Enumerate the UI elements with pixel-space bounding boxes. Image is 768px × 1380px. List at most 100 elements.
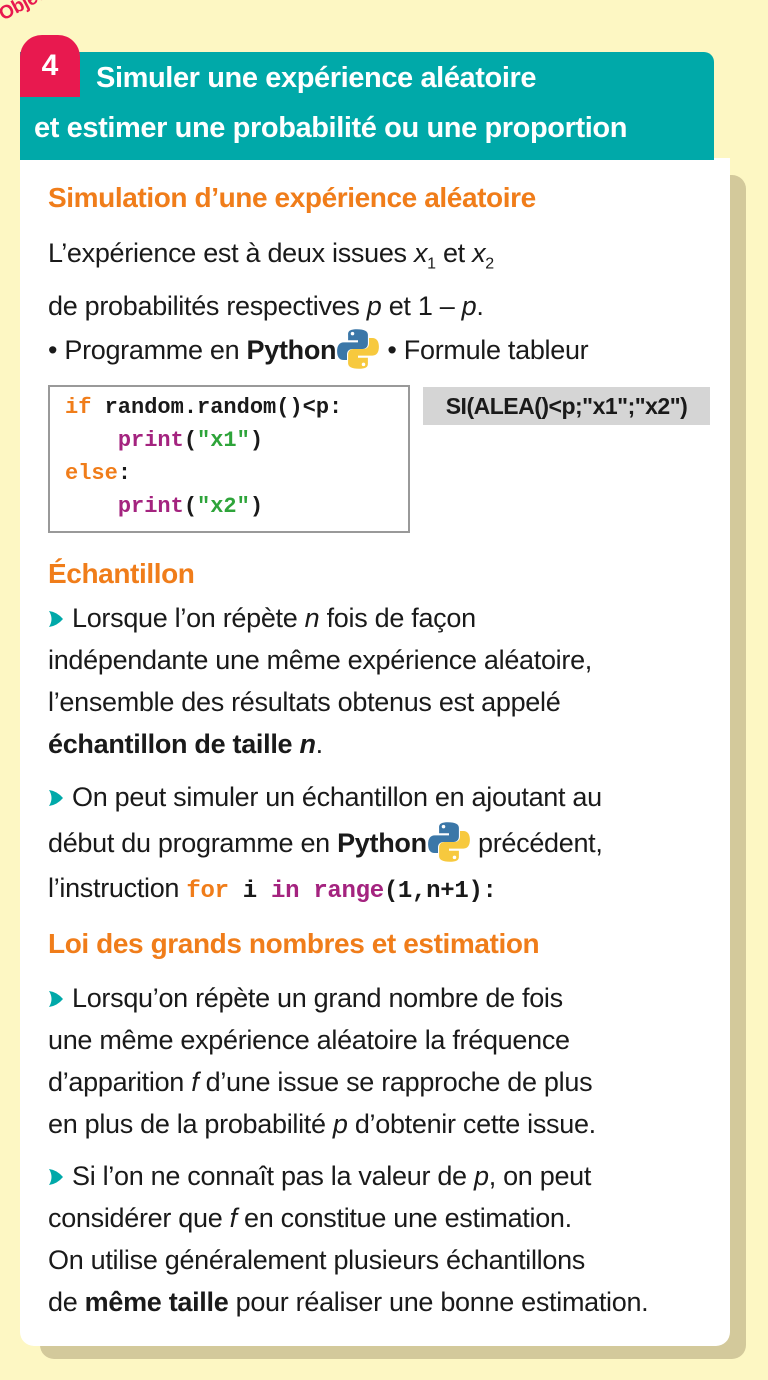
section-heading-echantillon: Échantillon — [48, 558, 195, 589]
text-segment: échantillon de taille — [48, 729, 300, 759]
code-line: if random.random()<p: — [65, 395, 342, 420]
section-heading-loi: Loi des grands nombres et estimation — [48, 928, 540, 959]
text-segment: "x2" — [197, 494, 250, 519]
loi-para-2: Si l’on ne connaît pas la valeur de p, o… — [48, 1155, 728, 1323]
text-line: échantillon de taille n. — [48, 723, 728, 765]
text-segment: x — [413, 238, 428, 268]
text-segment: x — [472, 238, 486, 268]
text-segment: de — [48, 1287, 85, 1317]
text-segment: en constitue une estimation. — [236, 1203, 572, 1233]
text-segment: pour réaliser une bonne estimation. — [228, 1287, 649, 1317]
text-segment: d’une issue se rapproche de plus — [198, 1067, 593, 1097]
echantillon-para-1: Lorsque l’on répète n fois de façon indép… — [48, 597, 728, 765]
text-line: On utilise généralement plusieurs échant… — [48, 1239, 728, 1281]
python-logo-icon — [336, 327, 380, 371]
text-segment: n — [299, 729, 316, 759]
text-segment: random.random()<p: — [91, 395, 343, 420]
text-segment: considérer que — [48, 1203, 230, 1233]
text-segment: Lorsqu’on répète un grand nombre de fois — [72, 983, 563, 1013]
text-segment: n — [304, 603, 320, 633]
text-segment: l’instruction — [48, 873, 187, 903]
text-line: l’instruction for i in range(1,n+1): — [48, 866, 728, 914]
title-line-2: et estimer une probabilité ou une propor… — [34, 112, 628, 144]
code-line: print("x2") — [65, 494, 263, 519]
text-segment: Python — [246, 335, 337, 366]
python-code-block: if random.random()<p: print("x1") else: … — [48, 385, 410, 533]
title-line-1: Simuler une expérience aléatoire — [96, 62, 537, 94]
text-segment: 2 — [485, 255, 494, 273]
bullet-arrow-icon — [48, 978, 64, 1007]
text-segment: p — [366, 291, 382, 322]
inline-code — [299, 878, 313, 905]
text-segment: f — [229, 1203, 238, 1233]
text-line: considérer que f en constitue une estima… — [48, 1197, 728, 1239]
text-segment: ) — [249, 494, 264, 519]
text-segment: l’ensemble des résultats obtenus est app… — [48, 687, 561, 717]
bullet-arrow-icon — [48, 1156, 64, 1185]
text-segment: ) — [249, 428, 264, 453]
text-segment: Si l’on ne connaît pas la valeur de — [72, 1161, 474, 1191]
text-segment: précédent, — [470, 828, 603, 858]
text-line: de même taille pour réaliser une bonne e… — [48, 1281, 728, 1323]
text-segment: • Formule tableur — [380, 335, 589, 366]
text-segment: . — [476, 291, 484, 322]
text-segment: if — [65, 395, 92, 420]
text-segment: Python — [337, 828, 427, 858]
text-segment: p — [461, 291, 477, 322]
text-segment: ( — [183, 428, 198, 453]
text-line: en plus de la probabilité p d’obtenir ce… — [48, 1103, 728, 1145]
text-line: Si l’on ne connaît pas la valeur de p, o… — [48, 1155, 728, 1197]
text-segment: ( — [183, 494, 198, 519]
text-line: début du programme en Python précédent, — [48, 820, 728, 866]
inline-code: for — [186, 878, 229, 905]
text-segment: fois de façon — [319, 603, 477, 633]
text-segment: print — [117, 428, 184, 453]
text-line: indépendante une même expérience aléatoi… — [48, 639, 728, 681]
text-segment: et — [435, 238, 473, 268]
text-segment: 1 — [427, 255, 436, 273]
objective-label: Objectif — [0, 0, 65, 26]
inline-code: range — [313, 878, 384, 905]
text-line: l’ensemble des résultats obtenus est app… — [48, 681, 728, 723]
text-segment: : — [117, 461, 132, 486]
text-segment: , on peut — [488, 1161, 592, 1191]
text-segment — [65, 428, 118, 453]
text-line: Lorsqu’on répète un grand nombre de fois — [48, 977, 728, 1019]
text-segment: d’apparition — [48, 1067, 192, 1097]
loi-para-1: Lorsqu’on répète un grand nombre de fois… — [48, 977, 728, 1145]
text-segment: début du programme en — [48, 828, 338, 858]
text-segment: et 1 – — [381, 291, 462, 322]
text-line: de probabilités respectives p et 1 – p. — [48, 285, 728, 327]
code-line: print("x1") — [65, 428, 263, 453]
bullet-arrow-icon — [48, 776, 64, 806]
text-segment: • Programme en — [48, 335, 247, 366]
text-segment: f — [191, 1067, 199, 1097]
content-card — [20, 158, 730, 1346]
text-line: Lorsque l’on répète n fois de façon — [48, 597, 728, 639]
text-segment: . — [315, 729, 324, 759]
objective-header — [20, 52, 714, 160]
text-segment: même taille — [84, 1287, 229, 1317]
inline-code: i — [228, 878, 271, 905]
text-line: On peut simuler un échantillon en ajouta… — [48, 775, 728, 820]
python-logo-icon — [427, 820, 471, 864]
text-segment: p — [332, 1109, 348, 1139]
text-segment: une même expérience aléatoire la fréquen… — [48, 1025, 570, 1055]
objective-number: 4 — [20, 35, 80, 97]
text-segment: de probabilités respectives — [48, 291, 367, 322]
text-segment: On peut simuler un échantillon en ajouta… — [72, 782, 602, 812]
spreadsheet-formula: SI(ALEA()<p;"x1";"x2") — [423, 387, 710, 425]
text-line: • Programme en Python • Formule tableur — [48, 327, 728, 371]
text-line: L’expérience est à deux issues x1 et x2 — [48, 232, 728, 285]
text-segment — [65, 494, 118, 519]
simulation-text: L’expérience est à deux issues x1 et x2 d… — [48, 232, 728, 371]
text-segment: Lorsque l’on répète — [72, 603, 305, 633]
text-segment: indépendante une même expérience aléatoi… — [48, 645, 592, 675]
text-line: une même expérience aléatoire la fréquen… — [48, 1019, 728, 1061]
text-line: d’apparition f d’une issue se rapproche … — [48, 1061, 728, 1103]
text-segment: print — [117, 494, 184, 519]
text-segment: L’expérience est à deux issues — [48, 238, 414, 268]
code-line: else: — [65, 461, 131, 486]
text-segment: p — [473, 1161, 489, 1191]
text-segment: "x1" — [197, 428, 250, 453]
